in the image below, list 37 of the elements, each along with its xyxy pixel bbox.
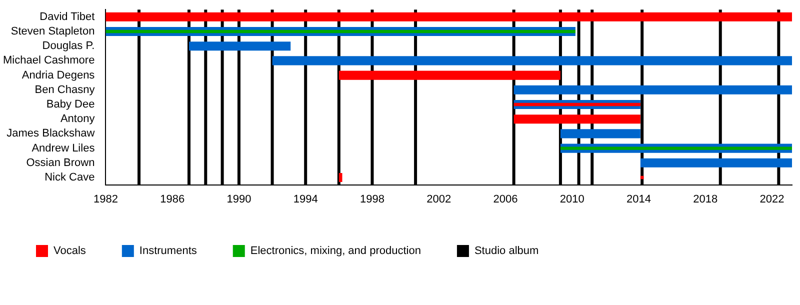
y-tick-label: Baby Dee: [46, 98, 95, 111]
x-tick-label: 1998: [360, 193, 384, 206]
bar: [514, 85, 792, 94]
x-tick-label: 2014: [626, 193, 651, 206]
bar: [640, 158, 792, 168]
x-tick-label: 1990: [226, 193, 252, 206]
y-tick-label: Antony: [60, 113, 96, 126]
y-tick-label: Ben Chasny: [34, 84, 96, 96]
legend-label: Electronics, mixing, and production: [250, 245, 421, 258]
x-tick-label: 2022: [760, 193, 784, 206]
legend-label: Studio album: [474, 245, 539, 258]
bar: [514, 114, 640, 124]
bar: [272, 56, 792, 66]
y-tick-label: Michael Cashmore: [3, 54, 95, 67]
y-tick-label: Steven Stapleton: [10, 26, 95, 38]
bar: [106, 30, 576, 34]
y-tick-label: James Blackshaw: [6, 128, 95, 140]
x-tick-label: 2018: [693, 193, 718, 206]
x-tick-label: 1994: [293, 193, 318, 206]
x-tick-label: 2002: [426, 193, 452, 206]
y-tick-label: Douglas P.: [42, 40, 95, 52]
x-tick-label: 2006: [493, 193, 518, 206]
y-tick-label: Andria Degens: [22, 69, 96, 82]
bar: [188, 42, 291, 51]
bar: [560, 129, 640, 138]
legend-label: Instruments: [139, 245, 198, 258]
y-tick-label: Ossian Brown: [26, 156, 95, 169]
x-tick-label: 2010: [560, 193, 584, 206]
bar: [106, 12, 792, 22]
y-tick-label: Nick Cave: [44, 172, 95, 184]
y-tick-label: David Tibet: [40, 10, 95, 23]
x-tick-label: 1982: [93, 193, 118, 206]
x-tick-label: 1986: [160, 193, 185, 206]
y-tick-label: Andrew Liles: [32, 142, 96, 154]
bar: [338, 70, 560, 80]
bar: [560, 146, 792, 150]
legend-label: Vocals: [54, 245, 86, 258]
